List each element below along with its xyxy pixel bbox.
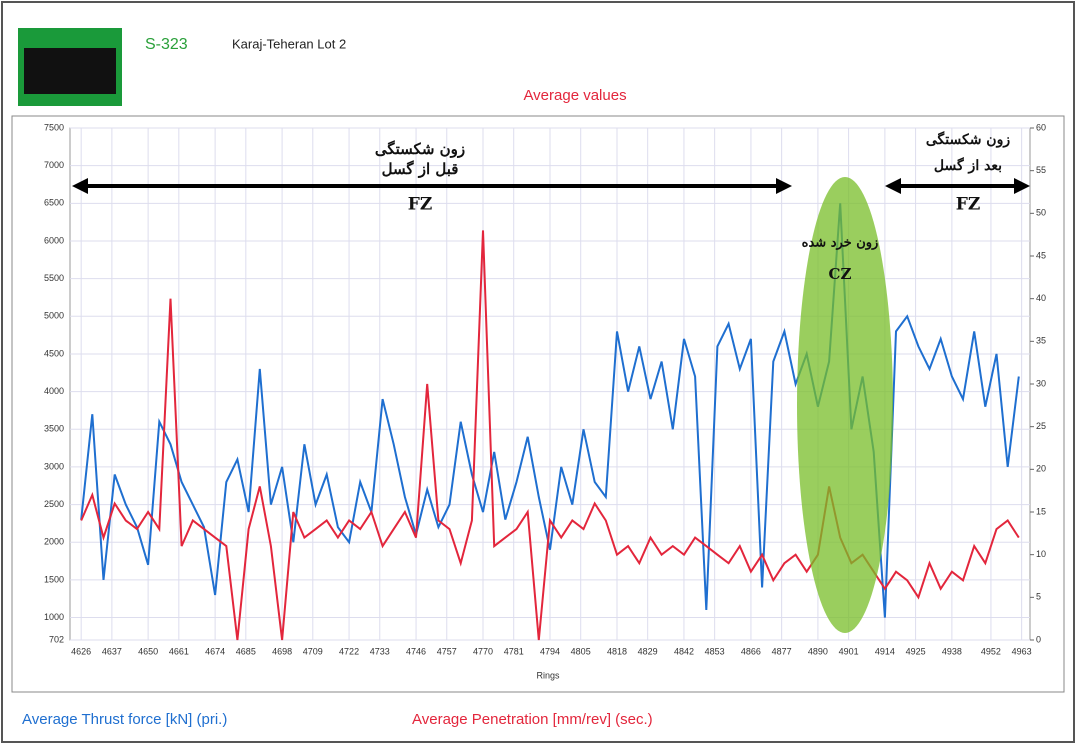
- y2-tick-label: 45: [1036, 250, 1046, 260]
- x-tick-label: 4626: [71, 646, 91, 656]
- y2-tick-label: 25: [1036, 421, 1046, 431]
- y2-tick-label: 40: [1036, 293, 1046, 303]
- y-tick-label: 4500: [44, 348, 64, 358]
- legend-entry: Average Thrust force [kN] (pri.): [22, 711, 227, 728]
- y2-tick-label: 60: [1036, 122, 1046, 132]
- x-tick-label: 4794: [540, 646, 560, 656]
- y-tick-label: 2500: [44, 499, 64, 509]
- y-tick-label: 5500: [44, 273, 64, 283]
- chart-box: [11, 115, 1065, 693]
- chart-title: Average values: [523, 87, 626, 104]
- y2-tick-label: 10: [1036, 549, 1046, 559]
- x-tick-label: 4829: [638, 646, 658, 656]
- x-tick-label: 4674: [205, 646, 225, 656]
- annotation: CZ: [829, 265, 852, 283]
- annotation: زون شکستگی: [926, 131, 1010, 148]
- y-tick-label: 2000: [44, 537, 64, 547]
- y2-tick-label: 35: [1036, 336, 1046, 346]
- y-tick-label: 4000: [44, 386, 64, 396]
- annotation: بعد از گسل: [934, 157, 1002, 174]
- arrow-head: [72, 178, 88, 194]
- annotation: FZ: [956, 195, 980, 215]
- x-tick-label: 4757: [437, 646, 457, 656]
- x-tick-label: 4925: [906, 646, 926, 656]
- y-tick-label: 6500: [44, 198, 64, 208]
- annotation: زون شکستگی: [375, 140, 465, 158]
- x-tick-label: 4901: [839, 646, 859, 656]
- x-tick-label: 4938: [942, 646, 962, 656]
- x-axis-label: Rings: [536, 670, 560, 680]
- x-tick-label: 4877: [772, 646, 792, 656]
- annotation: قبل از گسل: [382, 160, 459, 178]
- x-tick-label: 4914: [875, 646, 895, 656]
- x-tick-label: 4746: [406, 646, 426, 656]
- y2-tick-label: 20: [1036, 464, 1046, 474]
- y2-tick-label: 5: [1036, 592, 1041, 602]
- y2-tick-label: 30: [1036, 378, 1046, 388]
- x-tick-label: 4952: [981, 646, 1001, 656]
- project: Karaj-Teheran Lot 2: [232, 36, 346, 51]
- y-tick-label: 6000: [44, 235, 64, 245]
- x-tick-label: 4842: [674, 646, 694, 656]
- y-tick-label: 3000: [44, 461, 64, 471]
- x-tick-label: 4733: [370, 646, 390, 656]
- y2-tick-label: 0: [1036, 634, 1041, 644]
- x-tick-label: 4866: [741, 646, 761, 656]
- x-tick-label: 4781: [504, 646, 524, 656]
- x-tick-label: 4963: [1012, 646, 1032, 656]
- x-tick-label: 4890: [808, 646, 828, 656]
- x-tick-label: 4805: [571, 646, 591, 656]
- y-tick-label: 1500: [44, 574, 64, 584]
- x-tick-label: 4685: [236, 646, 256, 656]
- y-tick-label: 7500: [44, 122, 64, 132]
- x-tick-label: 4661: [169, 646, 189, 656]
- legend-entry: Average Penetration [mm/rev] (sec.): [412, 711, 653, 728]
- x-tick-label: 4722: [339, 646, 359, 656]
- y-tick-label: 3500: [44, 424, 64, 434]
- crushed-zone: [797, 177, 893, 633]
- x-tick-label: 4650: [138, 646, 158, 656]
- x-tick-label: 4709: [303, 646, 323, 656]
- x-tick-label: 4770: [473, 646, 493, 656]
- annotation: زون خرد شده: [802, 236, 879, 251]
- x-tick-label: 4637: [102, 646, 122, 656]
- x-tick-label: 4853: [705, 646, 725, 656]
- y2-tick-label: 15: [1036, 506, 1046, 516]
- x-tick-label: 4818: [607, 646, 627, 656]
- y2-tick-label: 50: [1036, 208, 1046, 218]
- arrow-head: [776, 178, 792, 194]
- code: S-323: [145, 36, 188, 53]
- x-tick-label: 4698: [272, 646, 292, 656]
- y-tick-label: 7000: [44, 160, 64, 170]
- y-tick-label: 1000: [44, 612, 64, 622]
- annotation: FZ: [408, 195, 432, 215]
- arrow-head: [885, 178, 901, 194]
- logo-inner: [24, 48, 116, 94]
- y-tick-label: 702: [49, 634, 64, 644]
- y-tick-label: 5000: [44, 311, 64, 321]
- y2-tick-label: 55: [1036, 165, 1046, 175]
- arrow-head: [1014, 178, 1030, 194]
